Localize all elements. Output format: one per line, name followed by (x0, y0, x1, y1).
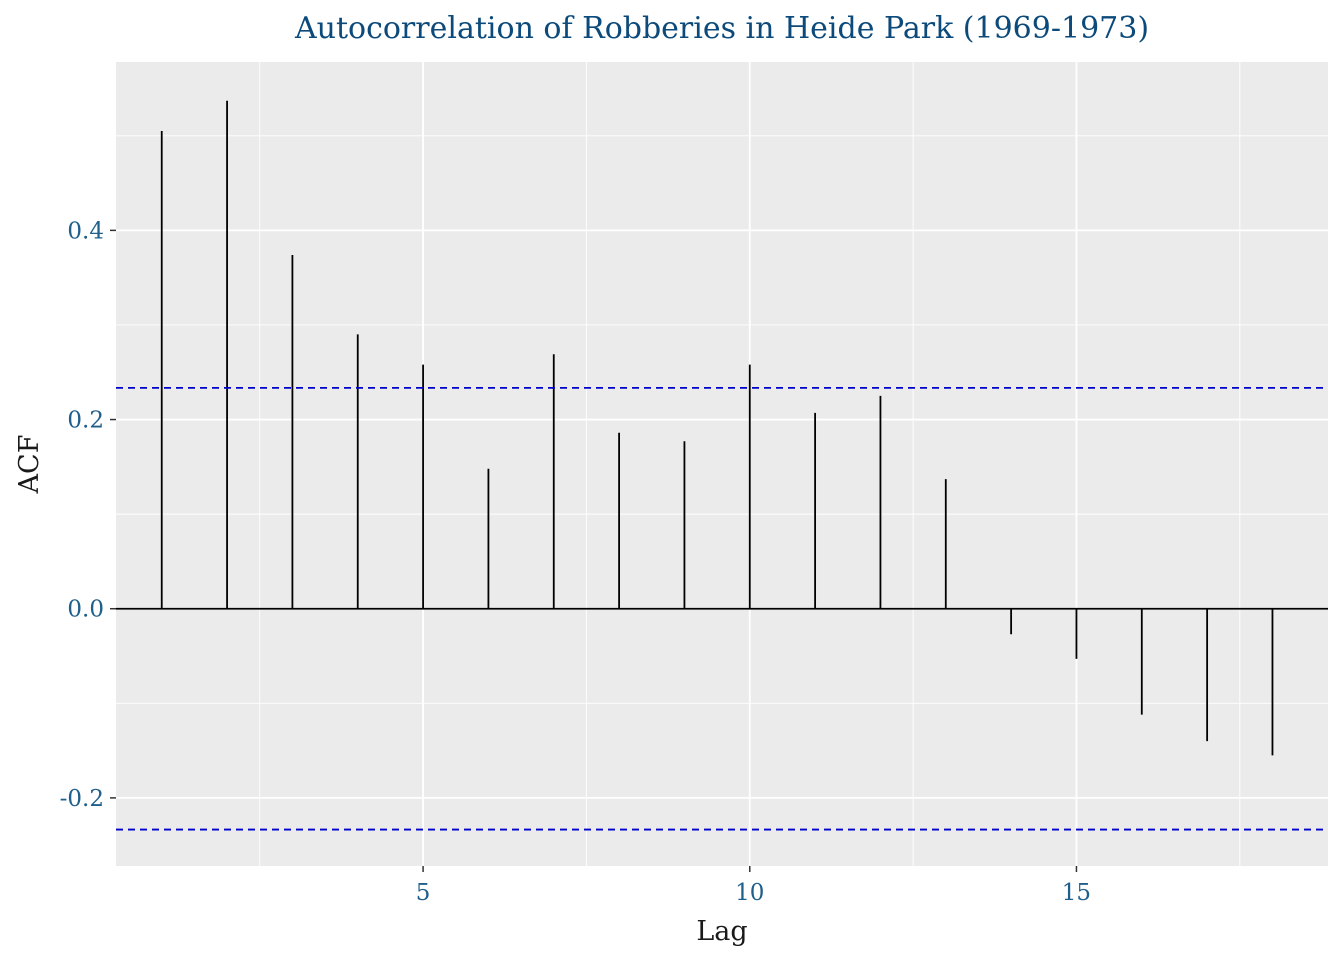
y-axis-title: ACF (14, 435, 45, 495)
y-tick-label: 0.2 (67, 408, 104, 434)
y-tick-label: 0.4 (67, 218, 104, 244)
x-axis-title: Lag (696, 916, 747, 947)
x-tick-label: 5 (416, 880, 431, 906)
confidence-bands (116, 386, 1328, 831)
y-tick-label: -0.2 (60, 786, 104, 812)
axis-ticks: -0.2 0.0 0.2 0.4 5 10 15 (60, 218, 1091, 906)
x-tick-label: 15 (1062, 880, 1091, 906)
chart-title: Autocorrelation of Robberies in Heide Pa… (294, 11, 1149, 46)
y-tick-label: 0.0 (67, 597, 104, 623)
acf-stems (116, 100, 1328, 756)
x-tick-label: 10 (735, 880, 764, 906)
plot-panel (116, 62, 1328, 866)
